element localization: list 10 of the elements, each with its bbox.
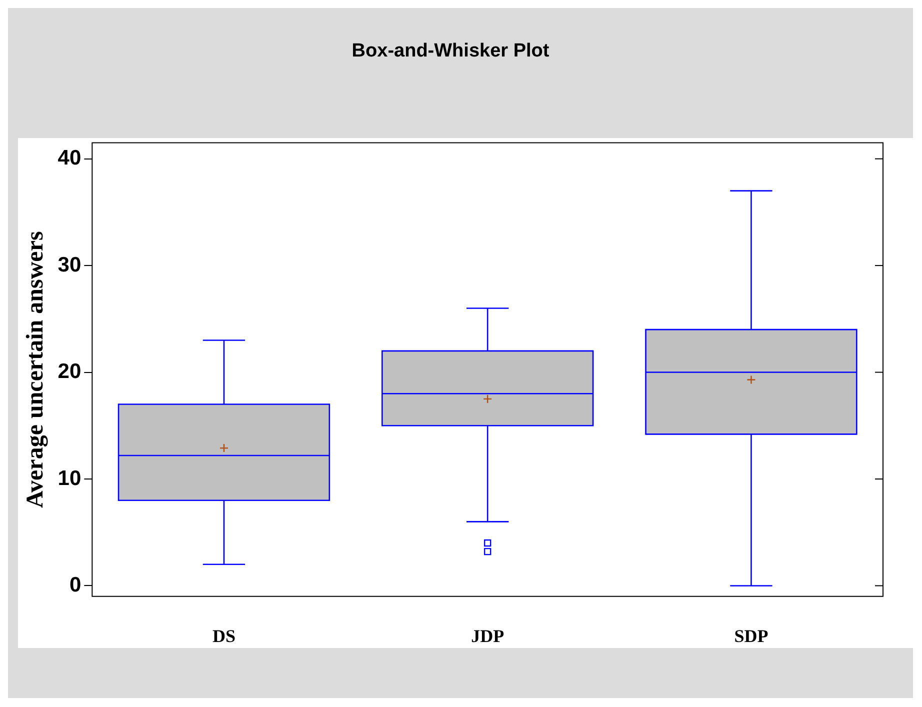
chart-title: Box-and-Whisker Plot <box>352 40 550 62</box>
y-tick-label: 30 <box>58 253 82 276</box>
y-tick-label: 20 <box>58 360 82 384</box>
y-tick-label: 0 <box>69 574 82 597</box>
y-tick-label: 40 <box>58 146 82 170</box>
x-tick-label: SDP <box>734 626 768 646</box>
y-tick-label: 10 <box>58 466 82 490</box>
x-tick-label: DS <box>212 626 236 646</box>
y-axis-title: Average uncertain answers <box>22 231 49 508</box>
x-tick-label: JDP <box>471 626 504 646</box>
